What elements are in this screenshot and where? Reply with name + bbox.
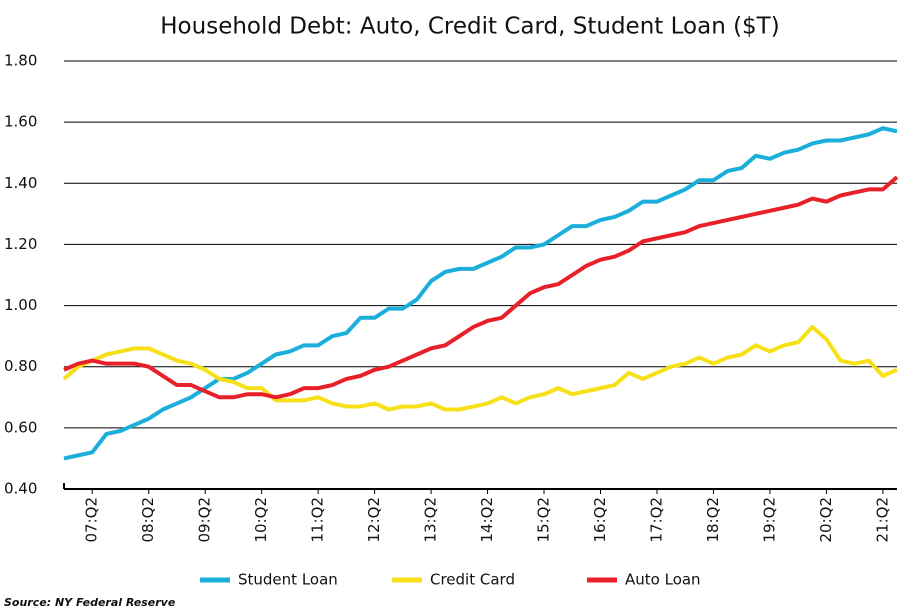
y-tick-label: 1.20 xyxy=(4,235,37,253)
y-tick-label: 0.60 xyxy=(4,418,37,436)
y-tick-label: 0.80 xyxy=(4,357,37,375)
x-tick-label: 20:Q2 xyxy=(817,497,835,543)
chart-title: Household Debt: Auto, Credit Card, Stude… xyxy=(160,14,779,40)
x-tick-label: 15:Q2 xyxy=(535,497,553,543)
y-tick-label: 1.80 xyxy=(4,52,37,70)
x-tick-label: 19:Q2 xyxy=(760,497,778,543)
y-tick-label: 1.40 xyxy=(4,174,37,192)
source: Source: NY Federal Reserve xyxy=(4,596,176,609)
x-tick-label: 08:Q2 xyxy=(139,497,157,543)
legend-label: Auto Loan xyxy=(625,571,701,589)
x-tick-label: 12:Q2 xyxy=(365,497,383,543)
x-tick-label: 13:Q2 xyxy=(422,497,440,543)
x-tick-label: 18:Q2 xyxy=(704,497,722,543)
x-tick-label: 17:Q2 xyxy=(647,497,665,543)
x-tick-label: 11:Q2 xyxy=(309,497,327,543)
x-tick-label: 07:Q2 xyxy=(83,497,101,543)
x-tick-label: 21:Q2 xyxy=(873,497,891,543)
legend-label: Credit Card xyxy=(430,571,515,589)
legend-label: Student Loan xyxy=(238,571,338,589)
x-tick-label: 10:Q2 xyxy=(252,497,270,543)
y-tick-label: 1.00 xyxy=(4,296,37,314)
x-tick-label: 16:Q2 xyxy=(591,497,609,543)
line-series xyxy=(63,126,898,461)
x-tick-label: 09:Q2 xyxy=(196,497,214,543)
x-tick-label: 14:Q2 xyxy=(478,497,496,543)
line-series xyxy=(62,324,898,412)
y-tick-label: 1.60 xyxy=(4,113,37,131)
line-series xyxy=(63,175,899,400)
y-tick-label: 0.40 xyxy=(4,480,37,498)
